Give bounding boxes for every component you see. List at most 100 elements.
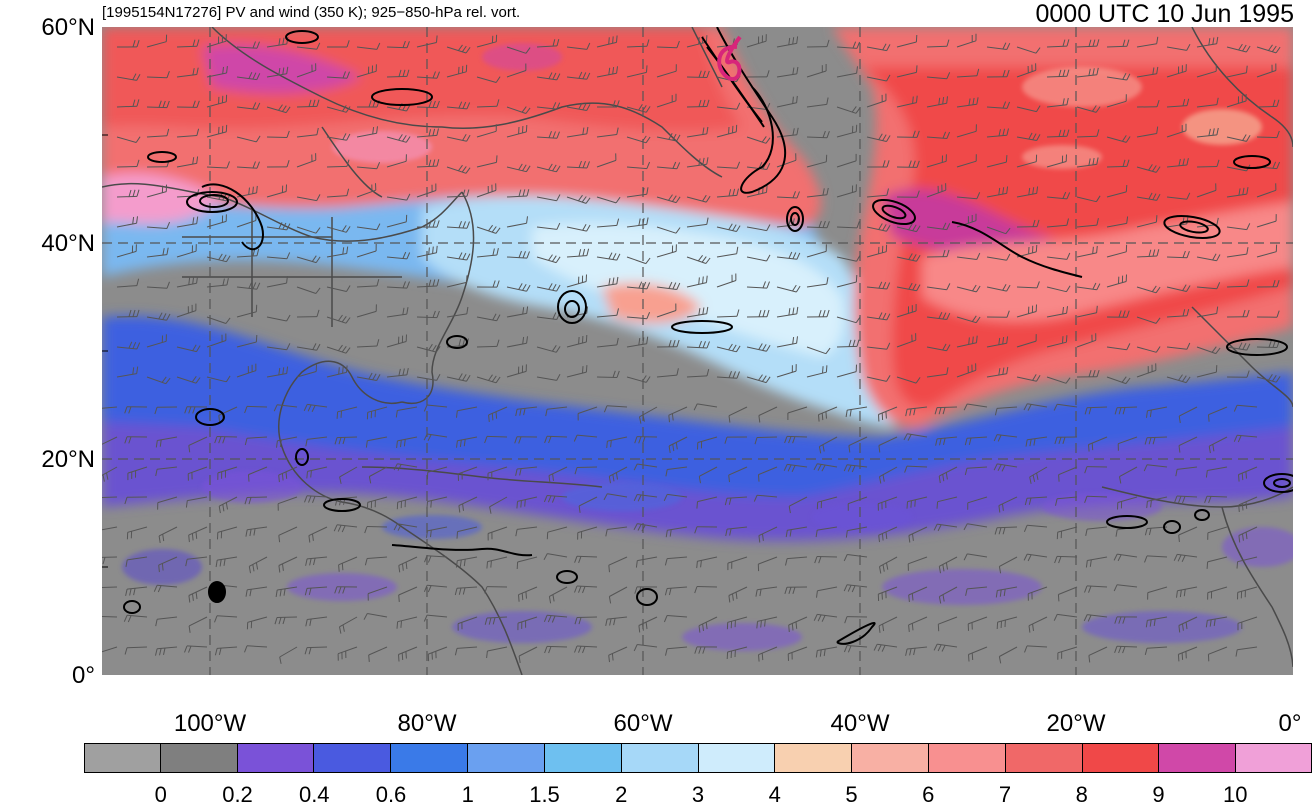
wind-barb-feather <box>759 475 760 482</box>
wind-barb <box>1107 166 1127 167</box>
wind-barb-feather <box>1239 505 1240 512</box>
wind-barb-feather <box>342 563 343 570</box>
wind-barb-feather <box>1147 501 1148 508</box>
wind-barb <box>687 77 707 78</box>
wind-barb-feather <box>612 654 613 661</box>
wind-barb-feather <box>1093 247 1094 254</box>
wind-barb-feather <box>973 337 974 344</box>
wind-barb-feather <box>617 36 618 43</box>
wind-barb-feather <box>819 415 820 422</box>
wind-barb <box>937 407 957 408</box>
wind-barb-feather <box>797 96 798 103</box>
wind-barb-feather <box>467 275 468 282</box>
wind-barb-feather <box>401 621 402 628</box>
wind-barb-feather <box>1156 215 1157 222</box>
wind-barb-feather <box>907 502 908 509</box>
wind-barb-feather <box>307 471 308 478</box>
wind-barb-feather <box>339 565 340 572</box>
wind-barb-feather <box>1178 654 1179 661</box>
wind-barb-feather <box>433 247 434 254</box>
wind-barb-feather <box>189 535 190 542</box>
wind-barb-feather <box>427 502 428 509</box>
colorbar-swatch <box>161 743 238 773</box>
colorbar-swatch <box>545 743 622 773</box>
wind-barb-feather <box>525 500 526 507</box>
wind-barb-feather <box>977 336 978 343</box>
wind-barb-feather <box>522 593 523 600</box>
wind-barb-feather <box>369 655 370 662</box>
wind-barb-feather <box>826 412 827 419</box>
wind-barb-feather <box>406 652 407 659</box>
wind-barb-feather <box>609 565 610 572</box>
wind-barb-feather <box>519 595 520 602</box>
wind-barb-feather <box>253 187 254 194</box>
colorbar-swatch <box>775 743 852 773</box>
lon-label-20w: 20°W <box>1047 710 1106 738</box>
colorbar-swatch <box>622 743 699 773</box>
wind-barb-feather <box>1239 475 1240 482</box>
wind-barb-feather <box>917 96 918 103</box>
wind-barb-feather <box>339 367 340 374</box>
wind-barb <box>417 317 437 318</box>
wind-barb-feather <box>341 411 342 418</box>
wind-barb-feather <box>823 366 824 373</box>
wind-barb-feather <box>1246 502 1247 509</box>
wind-barb-feather <box>937 502 938 509</box>
wind-barb-feather <box>583 366 584 373</box>
wind-barb <box>307 647 327 648</box>
colorbar-swatch <box>314 743 391 773</box>
wind-barb-feather <box>437 36 438 43</box>
wind-barb-feather <box>311 471 312 478</box>
wind-barb-feather <box>767 186 768 193</box>
wind-barb <box>1047 136 1067 137</box>
wind-barb <box>117 167 137 168</box>
colorbar-swatch <box>238 743 315 773</box>
wind-barb <box>102 497 117 498</box>
wind-barb-feather <box>249 475 250 482</box>
wind-barb-feather <box>337 412 338 419</box>
wind-barb-feather <box>1097 246 1098 253</box>
wind-barb <box>927 46 947 47</box>
wind-barb <box>657 47 677 48</box>
wind-barb <box>547 436 567 437</box>
wind-barb-feather <box>159 565 160 572</box>
colorbar-swatch <box>84 743 161 773</box>
wind-barb-feather <box>347 366 348 373</box>
wind-barb-feather <box>912 623 913 630</box>
wind-barb-feather <box>611 440 612 447</box>
wind-barb-feather <box>697 561 698 568</box>
wind-barb-feather <box>706 35 707 42</box>
lon-label-40w: 40°W <box>831 710 890 738</box>
wind-barb-feather <box>917 65 918 72</box>
wind-barb-feather <box>972 653 973 660</box>
wind-barb-feather <box>915 500 916 507</box>
map-panel <box>102 27 1293 675</box>
wind-barb-feather <box>1058 595 1059 602</box>
colorbar-tick-label: 10 <box>1223 782 1247 808</box>
wind-barb-feather <box>789 625 790 632</box>
wind-barb <box>1257 137 1277 138</box>
wind-barb <box>297 106 317 107</box>
wind-barb-feather <box>579 337 580 344</box>
wind-barb-feather <box>399 595 400 602</box>
wind-barb-feather <box>1092 443 1093 450</box>
wind-barb-feather <box>1247 66 1248 73</box>
wind-barb-feather <box>397 622 398 629</box>
wind-barb <box>477 346 497 347</box>
wind-barb <box>102 557 117 558</box>
wind-barb-feather <box>1237 562 1238 569</box>
wind-barb <box>1257 347 1277 348</box>
wind-barb <box>1257 106 1277 107</box>
wind-barb-feather <box>1006 155 1007 162</box>
wind-barb-feather <box>1126 185 1127 192</box>
wind-barb-feather <box>607 441 608 448</box>
wind-barb <box>1087 407 1107 408</box>
wind-barb <box>117 196 137 197</box>
wind-barb-feather <box>489 415 490 422</box>
wind-barb-feather <box>279 475 280 482</box>
wind-barb-feather <box>969 655 970 662</box>
wind-barb-feather <box>1182 653 1183 660</box>
wind-barb-feather <box>497 155 498 162</box>
wind-barb-feather <box>1036 245 1037 252</box>
wind-barb <box>337 437 357 438</box>
